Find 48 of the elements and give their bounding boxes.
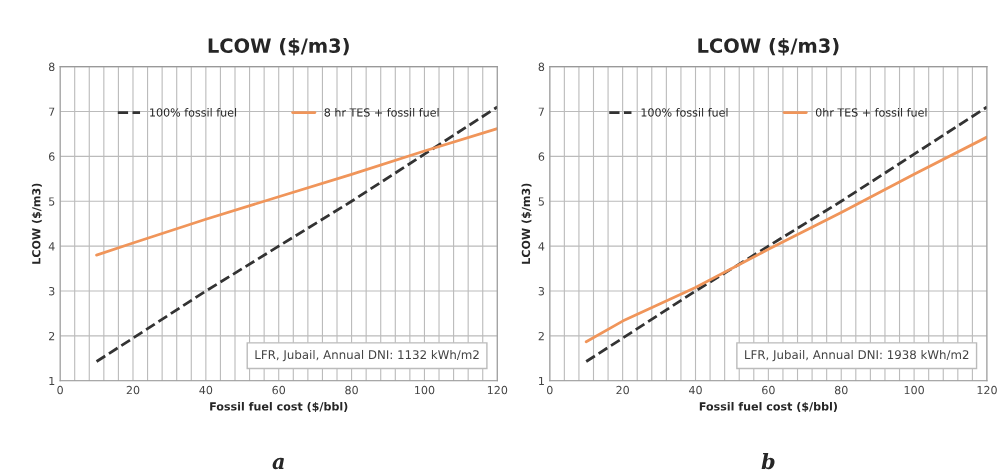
line-series bbox=[95, 105, 498, 363]
x-tick-label: 40 bbox=[688, 385, 702, 395]
x-axis-title: Fossil fuel cost ($/bbl) bbox=[210, 401, 348, 413]
line-series bbox=[584, 135, 987, 344]
annotation: LFR, Jubail, Annual DNI: 1938 kWh/m2 bbox=[745, 349, 969, 362]
y-tick-label: 5 bbox=[49, 197, 55, 206]
y-tick-label: 8 bbox=[48, 62, 55, 72]
y-tick-label: 3 bbox=[49, 287, 55, 296]
y-tick-label: 7 bbox=[538, 107, 544, 116]
y-axis-title: LCOW ($/m3) bbox=[521, 183, 532, 264]
text: a bbox=[272, 457, 284, 470]
line-series bbox=[95, 127, 498, 257]
legend-label: 100% fossil fuel bbox=[641, 108, 728, 117]
legend-label: 100% fossil fuel bbox=[150, 108, 237, 117]
x-tick-label: 60 bbox=[762, 385, 775, 395]
chart-title: LCOW ($/m3) bbox=[208, 37, 349, 56]
x-tick-label: 120 bbox=[487, 385, 508, 395]
x-tick-label: 120 bbox=[977, 385, 997, 395]
x-tick-label: 0 bbox=[57, 385, 63, 395]
x-tick-label: 40 bbox=[199, 385, 213, 395]
x-tick-label: 60 bbox=[272, 385, 286, 395]
y-axis-title: LCOW ($/m3) bbox=[31, 183, 42, 264]
y-tick-label: 3 bbox=[538, 287, 545, 296]
y-tick-label: 6 bbox=[48, 152, 55, 161]
y-tick-label: 2 bbox=[49, 331, 55, 341]
x-tick-label: 20 bbox=[126, 385, 140, 395]
y-tick-label: 6 bbox=[538, 152, 545, 161]
chart-title: LCOW ($/m3) bbox=[698, 37, 839, 56]
y-tick-label: 4 bbox=[538, 242, 545, 251]
legend-label: 0hr TES + fossil fuel bbox=[815, 108, 927, 117]
x-tick-label: 100 bbox=[415, 385, 435, 395]
x-tick-label: 0 bbox=[546, 385, 553, 395]
x-tick-label: 100 bbox=[904, 385, 924, 395]
line-series bbox=[584, 105, 987, 363]
x-axis-title: Fossil fuel cost ($/bbl) bbox=[699, 401, 837, 413]
annotation: LFR, Jubail, Annual DNI: 1132 kWh/m2 bbox=[255, 349, 479, 362]
x-tick-label: 20 bbox=[616, 385, 629, 395]
x-tick-label: 80 bbox=[345, 385, 358, 395]
y-tick-label: 1 bbox=[49, 376, 55, 386]
y-tick-label: 7 bbox=[49, 107, 55, 116]
y-tick-label: 8 bbox=[538, 62, 545, 72]
y-tick-label: 1 bbox=[539, 376, 544, 386]
y-tick-label: 5 bbox=[538, 197, 544, 206]
text: b bbox=[761, 453, 775, 470]
y-tick-label: 2 bbox=[538, 331, 544, 341]
legend-label: 8 hr TES + fossil fuel bbox=[324, 108, 439, 117]
x-tick-label: 80 bbox=[834, 385, 848, 395]
y-tick-label: 4 bbox=[48, 242, 55, 251]
